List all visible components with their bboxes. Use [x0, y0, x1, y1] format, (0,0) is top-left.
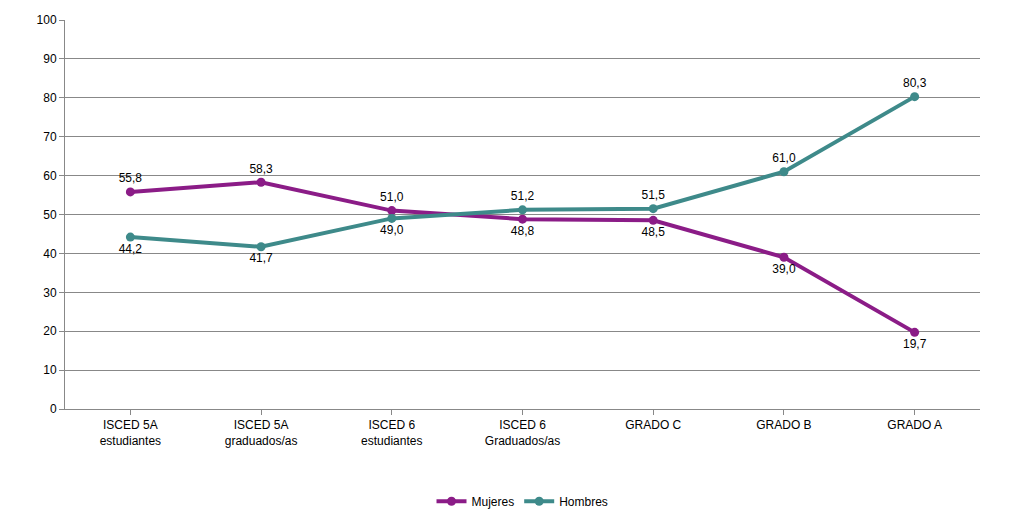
svg-text:GRADO B: GRADO B	[756, 418, 811, 432]
svg-text:80: 80	[43, 91, 57, 105]
svg-text:55,8: 55,8	[119, 171, 143, 185]
svg-text:70: 70	[43, 130, 57, 144]
svg-text:GRADO A: GRADO A	[887, 418, 942, 432]
svg-text:51,5: 51,5	[642, 188, 666, 202]
svg-text:Hombres: Hombres	[559, 495, 608, 509]
svg-text:49,0: 49,0	[380, 223, 404, 237]
svg-text:40: 40	[43, 247, 57, 261]
svg-text:44,2: 44,2	[119, 242, 143, 256]
svg-text:90: 90	[43, 52, 57, 66]
svg-text:0: 0	[50, 402, 57, 416]
svg-text:Mujeres: Mujeres	[472, 495, 515, 509]
svg-text:41,7: 41,7	[249, 251, 273, 265]
svg-text:48,5: 48,5	[642, 225, 666, 239]
svg-text:GRADO C: GRADO C	[625, 418, 681, 432]
svg-text:51,0: 51,0	[380, 190, 404, 204]
svg-text:19,7: 19,7	[903, 337, 927, 351]
svg-text:30: 30	[43, 286, 57, 300]
svg-text:ISCED 5Aestudiantes: ISCED 5Aestudiantes	[100, 418, 161, 448]
svg-text:10: 10	[43, 363, 57, 377]
svg-text:ISCED 6Graduados/as: ISCED 6Graduados/as	[485, 418, 560, 448]
svg-text:60: 60	[43, 169, 57, 183]
svg-text:61,0: 61,0	[772, 151, 796, 165]
svg-text:50: 50	[43, 208, 57, 222]
svg-text:80,3: 80,3	[903, 76, 927, 90]
svg-text:39,0: 39,0	[772, 262, 796, 276]
svg-text:ISCED 6estudiantes: ISCED 6estudiantes	[361, 418, 422, 448]
svg-text:ISCED 5Agraduados/as: ISCED 5Agraduados/as	[225, 418, 298, 448]
svg-text:51,2: 51,2	[511, 189, 535, 203]
svg-text:20: 20	[43, 324, 57, 338]
svg-text:100: 100	[37, 13, 57, 27]
svg-text:58,3: 58,3	[249, 162, 273, 176]
svg-text:48,8: 48,8	[511, 224, 535, 238]
